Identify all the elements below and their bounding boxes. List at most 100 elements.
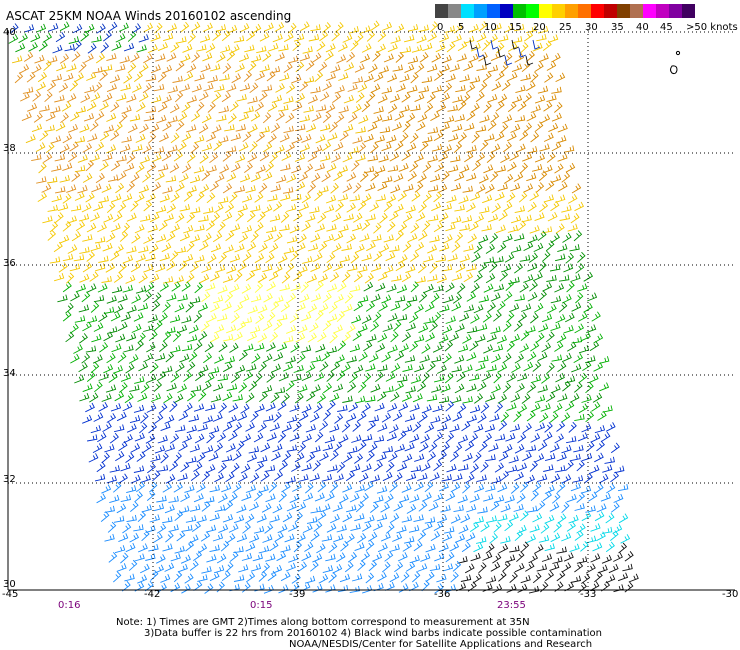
wind-barb xyxy=(205,524,217,533)
wind-barb xyxy=(438,482,449,492)
wind-barb xyxy=(64,43,75,52)
wind-barb xyxy=(402,212,413,223)
wind-barb xyxy=(451,395,462,404)
wind-barbs-layer xyxy=(8,20,639,594)
wind-barb xyxy=(399,104,410,113)
wind-barb xyxy=(581,573,591,584)
wind-barb xyxy=(504,554,516,563)
wind-barb xyxy=(445,73,456,83)
wind-barb xyxy=(124,392,134,404)
wind-barb xyxy=(480,521,490,532)
wind-barb xyxy=(130,262,141,273)
wind-barb xyxy=(182,433,193,443)
wind-barb xyxy=(361,220,371,231)
wind-barb xyxy=(581,452,593,462)
wind-barb xyxy=(115,33,126,43)
wind-barb xyxy=(245,484,256,493)
wind-barb xyxy=(547,211,558,222)
wind-barb xyxy=(326,346,337,354)
wind-barb xyxy=(226,83,237,93)
wind-barb xyxy=(93,412,104,422)
wind-barb xyxy=(202,232,212,243)
wind-barb xyxy=(516,524,527,534)
wind-barb xyxy=(492,344,504,353)
wind-speed-legend: 0 5 10 15 20 25 30 35 40 45 >50 knots xyxy=(435,4,740,38)
wind-barb xyxy=(384,493,394,504)
wind-barb xyxy=(338,105,349,114)
wind-barb xyxy=(102,92,113,103)
wind-barb xyxy=(469,373,480,382)
wind-barb xyxy=(523,274,534,283)
wind-barb xyxy=(122,254,134,264)
wind-barb xyxy=(372,552,383,562)
wind-barb xyxy=(265,161,275,173)
wind-barb xyxy=(235,63,245,73)
wind-barb xyxy=(377,542,388,553)
wind-barb xyxy=(91,35,102,43)
wind-barb xyxy=(55,186,66,194)
wind-barb xyxy=(256,131,266,143)
wind-barb xyxy=(389,513,400,524)
wind-barb xyxy=(441,144,452,154)
wind-barb xyxy=(316,543,326,554)
wind-barb xyxy=(324,204,335,214)
wind-barb xyxy=(89,392,99,403)
wind-barb xyxy=(269,214,281,222)
wind-barb xyxy=(530,341,540,352)
wind-barb xyxy=(239,294,250,304)
wind-barb xyxy=(103,306,115,314)
wind-barb xyxy=(478,234,489,244)
wind-barb xyxy=(82,383,93,393)
wind-barb xyxy=(322,263,333,273)
legend-swatch xyxy=(656,4,669,18)
wind-barb xyxy=(138,361,149,372)
wind-barb xyxy=(122,401,133,412)
wind-barb xyxy=(545,240,555,252)
wind-barb xyxy=(509,571,518,583)
wind-barb xyxy=(478,174,489,184)
wind-barb xyxy=(119,230,129,242)
wind-barb xyxy=(75,220,86,231)
wind-barb xyxy=(445,223,456,232)
wind-barb xyxy=(117,171,127,181)
wind-barb xyxy=(270,184,281,193)
wind-barb xyxy=(256,513,267,523)
wind-barb xyxy=(209,63,221,72)
wind-barb xyxy=(110,160,121,172)
wind-barb xyxy=(366,420,376,432)
wind-barb xyxy=(315,104,327,112)
wind-barb xyxy=(119,382,128,393)
wind-barb xyxy=(123,434,133,444)
wind-barb xyxy=(283,32,294,43)
wind-barb xyxy=(519,282,529,293)
wind-barb xyxy=(74,191,85,201)
wind-barb xyxy=(250,54,262,63)
wind-barb xyxy=(326,283,338,293)
wind-barb xyxy=(246,363,257,372)
wind-barb xyxy=(437,183,448,194)
wind-barb xyxy=(333,141,344,152)
wind-barb xyxy=(174,91,184,103)
wind-barb xyxy=(295,181,306,192)
wind-barb xyxy=(409,555,420,564)
wind-barb xyxy=(476,32,487,43)
wind-barb xyxy=(502,353,512,364)
wind-barb xyxy=(570,575,582,583)
wind-barb xyxy=(149,212,160,223)
wind-barb xyxy=(271,451,281,462)
wind-barb xyxy=(77,185,88,194)
wind-barb xyxy=(461,93,471,104)
wind-barb xyxy=(309,206,320,214)
wind-barb xyxy=(320,503,331,513)
wind-barb xyxy=(180,21,190,33)
wind-barb xyxy=(216,432,227,443)
wind-barb xyxy=(115,182,125,194)
wind-barb xyxy=(98,401,109,412)
wind-barb xyxy=(106,144,117,154)
wind-barb xyxy=(489,533,499,544)
wind-barb xyxy=(527,351,537,362)
wind-barb xyxy=(422,521,433,531)
wind-barb xyxy=(212,412,223,422)
wind-barb xyxy=(310,531,320,542)
wind-barb xyxy=(361,433,373,442)
